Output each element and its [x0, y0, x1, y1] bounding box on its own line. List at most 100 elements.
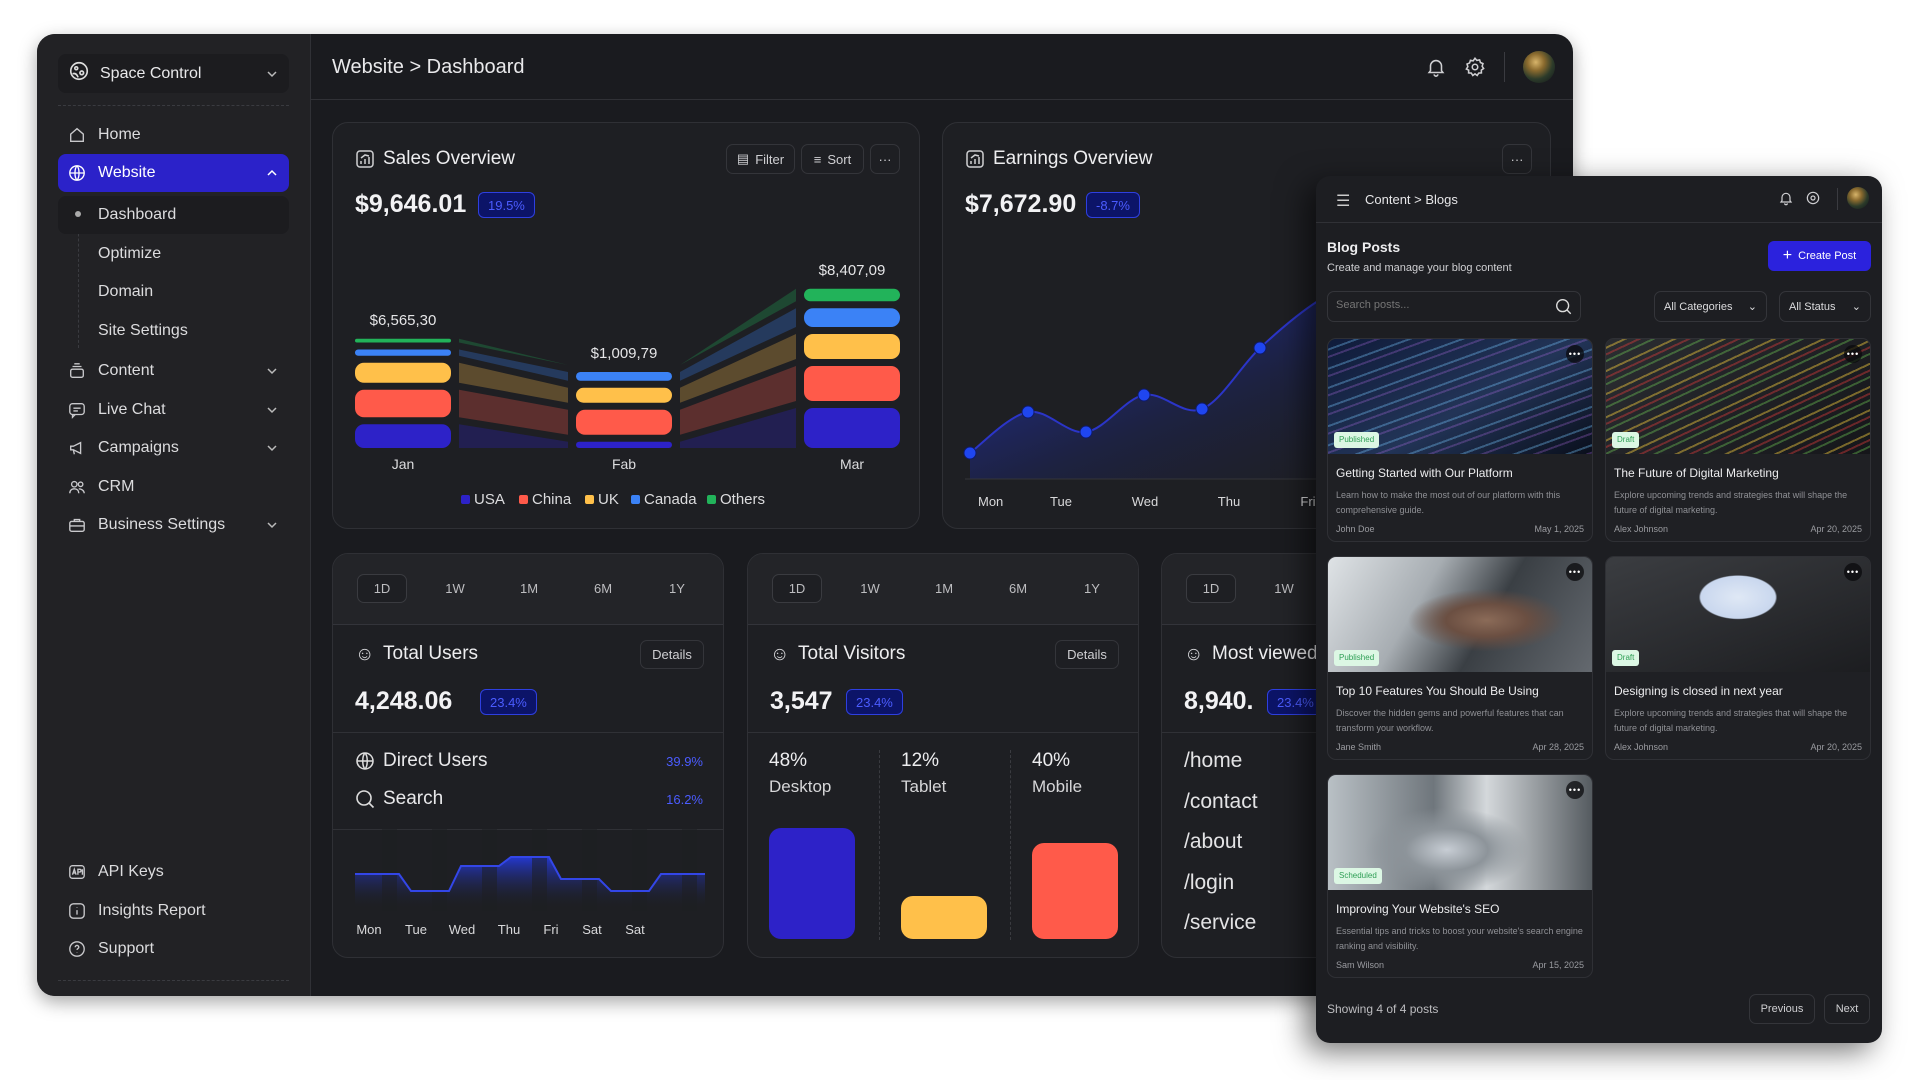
bar-mar-canada[interactable] — [804, 308, 900, 327]
workspace-selector[interactable]: Space Control — [58, 54, 289, 93]
sidebar-subitem-site-settings[interactable]: Site Settings — [58, 312, 289, 350]
data-point[interactable] — [1021, 405, 1035, 419]
bar-fab-usa[interactable] — [576, 441, 672, 448]
flow-uk — [459, 362, 568, 403]
sidebar-item-campaigns[interactable]: Campaigns — [58, 429, 289, 467]
bar-jan-china[interactable] — [355, 389, 451, 418]
avatar[interactable] — [1847, 187, 1869, 209]
bell-icon[interactable] — [1425, 56, 1447, 78]
tab-1m[interactable]: 1M — [934, 581, 954, 596]
more-button[interactable]: ··· — [1502, 144, 1532, 174]
tab-1d[interactable]: 1D — [772, 574, 822, 603]
sidebar-item-content[interactable]: Content — [58, 352, 289, 390]
tab-1w[interactable]: 1W — [1274, 581, 1294, 596]
tab-1y[interactable]: 1Y — [669, 581, 685, 596]
tab-6m[interactable]: 6M — [593, 581, 613, 596]
sidebar-item-support[interactable]: Support — [58, 930, 289, 968]
route-item[interactable]: /about — [1184, 830, 1243, 853]
post-title[interactable]: Improving Your Website's SEO — [1336, 902, 1500, 916]
tab-1d[interactable]: 1D — [357, 574, 407, 603]
data-point[interactable] — [1137, 388, 1151, 402]
filter-button[interactable]: ▤ Filter — [726, 144, 795, 174]
bar-jan-uk[interactable] — [355, 362, 451, 383]
tab-1m[interactable]: 1M — [519, 581, 539, 596]
blog-post-card[interactable]: Published ••• Top 10 Features You Should B… — [1327, 556, 1593, 760]
more-options-icon[interactable]: ••• — [1844, 563, 1862, 581]
hamburger-menu-icon[interactable]: ☰ — [1336, 193, 1351, 210]
search-icon[interactable] — [1555, 298, 1572, 320]
categories-dropdown[interactable]: All Categories ⌄ — [1654, 291, 1767, 322]
sidebar-subitem-optimize[interactable]: Optimize — [58, 235, 289, 273]
sidebar-item-label: Insights Report — [98, 901, 206, 919]
bar-fab-canada[interactable] — [576, 372, 672, 381]
route-item[interactable]: /home — [1184, 749, 1243, 772]
sidebar-item-live-chat[interactable]: Live Chat — [58, 391, 289, 429]
sidebar-item-api-keys[interactable]: API Keys — [58, 853, 289, 891]
more-options-icon[interactable]: ••• — [1566, 563, 1584, 581]
gear-icon[interactable] — [1805, 190, 1821, 211]
bar-fab-uk[interactable] — [576, 387, 672, 403]
bar-jan-usa[interactable] — [355, 424, 451, 448]
bar-mar-others[interactable] — [804, 288, 900, 302]
status-dropdown[interactable]: All Status ⌄ — [1779, 291, 1871, 322]
bar-mar-uk[interactable] — [804, 334, 900, 359]
sidebar-subitem-dashboard[interactable]: Dashboard — [58, 196, 289, 234]
post-title[interactable]: The Future of Digital Marketing — [1614, 466, 1779, 480]
change-badge: -8.7% — [1086, 192, 1140, 218]
sidebar-item-crm[interactable]: CRM — [58, 468, 289, 506]
tab-1w[interactable]: 1W — [445, 581, 465, 596]
details-button[interactable]: Details — [1055, 640, 1119, 669]
route-item[interactable]: /login — [1184, 870, 1235, 894]
legend-label: Canada — [644, 491, 697, 508]
blog-post-card[interactable]: Scheduled ••• Improving Your Website's SEO… — [1327, 774, 1593, 978]
blog-post-card[interactable]: Draft ••• The Future of Digital Marketing E… — [1605, 338, 1871, 542]
day-label: Mon — [356, 922, 381, 937]
post-title[interactable]: Getting Started with Our Platform — [1336, 466, 1513, 480]
bar-jan-canada[interactable] — [355, 349, 451, 356]
more-options-icon[interactable]: ••• — [1844, 345, 1862, 363]
data-point[interactable] — [1195, 402, 1209, 416]
more-options-icon[interactable]: ••• — [1566, 781, 1584, 799]
previous-button[interactable]: Previous — [1749, 994, 1815, 1024]
post-title[interactable]: Designing is closed in next year — [1614, 684, 1783, 698]
next-button[interactable]: Next — [1824, 994, 1870, 1024]
device-bar-mobile[interactable] — [1032, 843, 1118, 939]
bar-mar-china[interactable] — [804, 366, 900, 401]
bar-jan-others[interactable] — [355, 338, 451, 343]
sidebar-item-website[interactable]: Website — [58, 154, 289, 192]
post-title[interactable]: Top 10 Features You Should Be Using — [1336, 684, 1539, 698]
gear-icon[interactable] — [1464, 56, 1486, 78]
search-posts-field[interactable] — [1336, 299, 1536, 311]
sidebar-item-insights-report[interactable]: Insights Report — [58, 892, 289, 930]
blog-post-card[interactable]: Published ••• Getting Started with Our Pla… — [1327, 338, 1593, 542]
search-posts-input[interactable] — [1327, 291, 1581, 322]
flow-china — [459, 389, 568, 435]
blog-post-card[interactable]: Draft ••• Designing is closed in next year… — [1605, 556, 1871, 760]
sidebar-item-business-settings[interactable]: Business Settings — [58, 506, 289, 544]
tab-1w[interactable]: 1W — [860, 581, 880, 596]
sidebar-item-home[interactable]: Home — [58, 116, 289, 154]
sidebar-subitem-domain[interactable]: Domain — [58, 273, 289, 311]
chevron-down-icon: ⌄ — [1851, 301, 1861, 313]
avatar[interactable] — [1523, 51, 1555, 83]
tab-1d[interactable]: 1D — [1186, 574, 1236, 603]
device-bar-tablet[interactable] — [901, 896, 987, 939]
sort-button[interactable]: ≡ Sort — [801, 144, 864, 174]
tab-1y[interactable]: 1Y — [1084, 581, 1100, 596]
details-button[interactable]: Details — [640, 640, 704, 669]
more-button[interactable]: ··· — [870, 144, 900, 174]
bar-mar-usa[interactable] — [804, 408, 900, 448]
create-post-button[interactable]: + Create Post — [1768, 241, 1871, 271]
bell-icon[interactable] — [1778, 190, 1794, 211]
route-item[interactable]: /contact — [1184, 789, 1258, 813]
flow-usa — [680, 408, 796, 448]
more-options-icon[interactable]: ••• — [1566, 345, 1584, 363]
bar-fab-china[interactable] — [576, 409, 672, 435]
tab-6m[interactable]: 6M — [1008, 581, 1028, 596]
route-item[interactable]: /service — [1184, 911, 1257, 934]
device-bar-desktop[interactable] — [769, 827, 855, 939]
data-point[interactable] — [1253, 341, 1267, 355]
data-point[interactable] — [1079, 425, 1093, 439]
post-description: Discover the hidden gems and powerful fe… — [1336, 708, 1564, 733]
data-point[interactable] — [963, 446, 977, 460]
